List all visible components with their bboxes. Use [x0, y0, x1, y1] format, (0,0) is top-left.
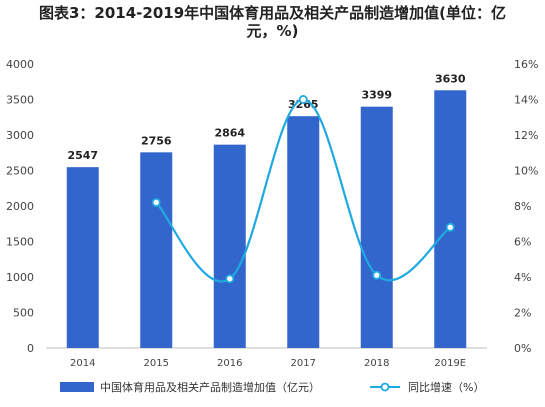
- chart-title-line-2: 元，%): [246, 22, 299, 40]
- growth-line-series: [151, 95, 455, 284]
- left-axis-tick-label: 1500: [6, 236, 34, 249]
- left-axis-tick-label: 0: [27, 342, 34, 355]
- right-axis-tick-label: 10%: [514, 165, 538, 178]
- growth-point: [151, 197, 161, 207]
- x-axis-tick-label: 2014: [70, 358, 95, 369]
- x-axis-tick-label: 2019E: [434, 358, 466, 369]
- bar: [360, 106, 393, 349]
- chart-title-line-1: 图表3：2014-2019年中国体育用品及相关产品制造增加值(单位：亿: [38, 4, 507, 22]
- growth-point: [372, 270, 382, 280]
- right-axis-tick-label: 12%: [514, 129, 538, 142]
- bar-data-label: 3399: [361, 89, 392, 102]
- growth-point: [445, 222, 455, 232]
- x-axis: 2014 2015 2016 2017 2018 2019E: [46, 347, 487, 369]
- bar: [140, 152, 173, 348]
- x-axis-tick-label: 2016: [217, 358, 242, 369]
- legend-line-marker: [380, 382, 390, 392]
- right-axis-tick-label: 16%: [514, 58, 538, 71]
- bar-data-label: 2864: [214, 127, 245, 140]
- left-axis: 0 500 1000 1500 2000 2500 3000 3500 4000: [6, 58, 34, 355]
- right-axis-tick-label: 2%: [514, 307, 531, 320]
- right-axis-tick-label: 4%: [514, 271, 531, 284]
- growth-point: [225, 274, 235, 284]
- left-axis-tick-label: 2000: [6, 200, 34, 213]
- bar-data-label: 2547: [67, 149, 98, 162]
- left-axis-tick-label: 3000: [6, 129, 34, 142]
- bar: [434, 90, 467, 349]
- left-axis-tick-label: 1000: [6, 271, 34, 284]
- legend-bar-label: 中国体育用品及相关产品制造增加值（亿元）: [100, 380, 320, 394]
- legend-bar-swatch: [60, 382, 94, 392]
- right-axis: 0% 2% 4% 6% 8% 10% 12% 14% 16%: [514, 58, 538, 355]
- x-axis-tick-label: 2015: [144, 358, 169, 369]
- left-axis-tick-label: 2500: [6, 165, 34, 178]
- bar: [66, 167, 99, 348]
- bar: [287, 116, 320, 348]
- bar-data-labels: 2547 2756 2864 3265 3399 3630: [67, 72, 465, 162]
- x-axis-tick-label: 2018: [364, 358, 389, 369]
- bar-series: [66, 90, 467, 349]
- legend-line-label: 同比增速（%）: [408, 380, 484, 394]
- left-axis-tick-label: 4000: [6, 58, 34, 71]
- x-axis-tick-label: 2017: [291, 358, 316, 369]
- left-axis-tick-label: 500: [13, 307, 34, 320]
- right-axis-tick-label: 6%: [514, 236, 531, 249]
- right-axis-tick-label: 0%: [514, 342, 531, 355]
- legend: 中国体育用品及相关产品制造增加值（亿元） 同比增速（%）: [60, 380, 484, 394]
- growth-point: [298, 95, 308, 105]
- bar-data-label: 3630: [435, 72, 466, 85]
- chart-title: 图表3：2014-2019年中国体育用品及相关产品制造增加值(单位：亿 元，%): [0, 4, 545, 40]
- bar-data-label: 2756: [141, 134, 172, 147]
- left-axis-tick-label: 3500: [6, 94, 34, 107]
- right-axis-tick-label: 14%: [514, 94, 538, 107]
- bar: [213, 144, 246, 348]
- right-axis-tick-label: 8%: [514, 200, 531, 213]
- bar-data-label: 3265: [288, 98, 319, 111]
